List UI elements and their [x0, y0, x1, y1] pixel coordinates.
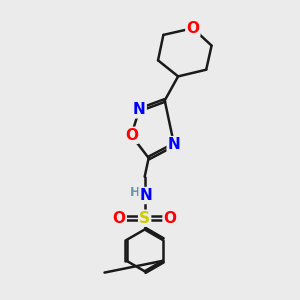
Text: S: S	[139, 211, 150, 226]
Text: O: O	[186, 21, 199, 36]
Text: N: N	[133, 102, 146, 117]
Text: O: O	[164, 211, 177, 226]
Text: N: N	[140, 188, 152, 203]
Text: O: O	[113, 211, 126, 226]
Text: O: O	[125, 128, 138, 143]
Text: H: H	[130, 186, 140, 199]
Text: N: N	[168, 137, 181, 152]
